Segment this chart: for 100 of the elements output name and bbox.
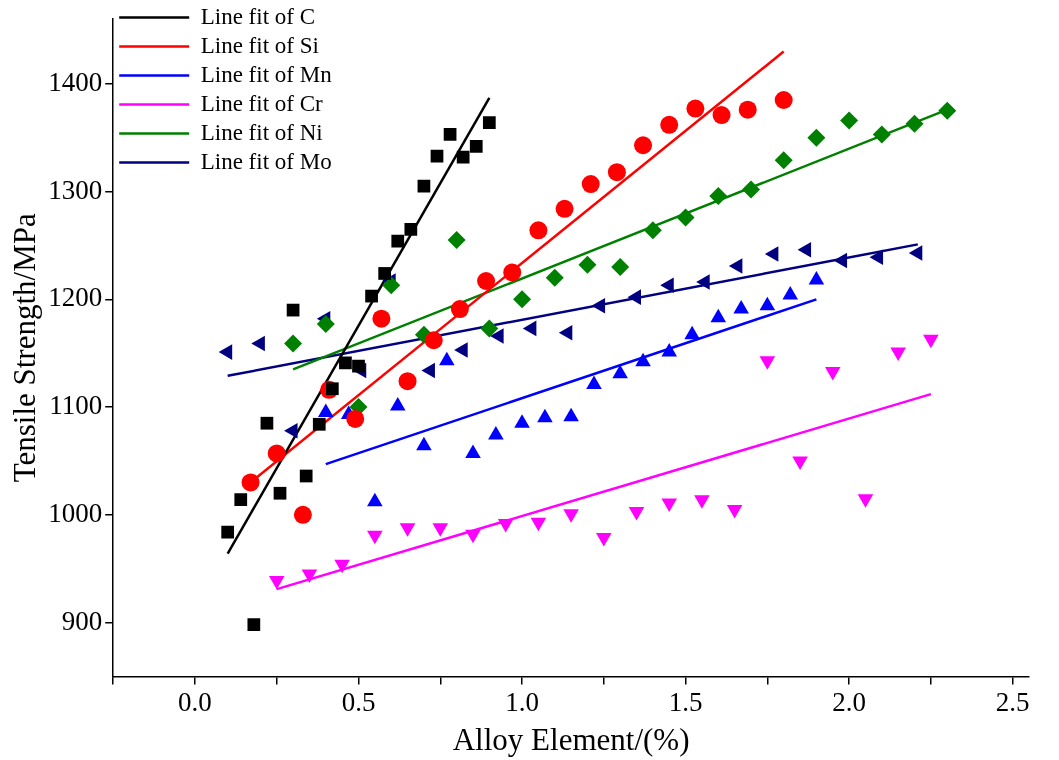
point: [712, 106, 731, 125]
point: [365, 289, 378, 303]
point: [398, 372, 417, 391]
point: [378, 267, 392, 280]
point: [840, 111, 859, 130]
point: [339, 356, 352, 370]
point: [346, 409, 365, 428]
point: [465, 529, 481, 544]
point: [792, 456, 808, 470]
point: [694, 495, 710, 509]
point: [399, 523, 416, 537]
point: [447, 231, 466, 250]
point: [555, 199, 574, 218]
x-tick-label: 0.0: [178, 686, 212, 717]
point: [273, 486, 287, 500]
point: [529, 221, 548, 240]
point: [824, 367, 841, 381]
point: [628, 507, 645, 521]
point: [660, 277, 674, 294]
point: [905, 114, 924, 133]
y-tick-label: 1300: [48, 174, 103, 205]
point: [726, 504, 743, 519]
point: [247, 618, 261, 632]
point: [480, 319, 499, 338]
point: [391, 234, 405, 248]
point: [833, 252, 848, 269]
point: [807, 128, 826, 147]
y-tick-label: 1100: [49, 390, 103, 421]
point: [443, 128, 457, 141]
x-tick-label: 2.5: [995, 686, 1030, 717]
point: [432, 523, 449, 537]
point: [417, 179, 431, 193]
point: [490, 328, 504, 344]
point: [611, 258, 630, 276]
point: [627, 289, 642, 305]
legend-label: Line fit of Cr: [200, 90, 324, 116]
point: [908, 245, 923, 261]
point: [241, 473, 260, 492]
legend-label: Line fit of Si: [200, 32, 319, 58]
point: [352, 359, 365, 373]
point: [372, 309, 391, 328]
point: [797, 241, 812, 258]
point: [456, 150, 470, 164]
y-tick-label: 1000: [48, 497, 103, 528]
legend-label: Line fit of Mn: [200, 61, 333, 87]
point: [563, 509, 579, 523]
legend-label: Line fit of Ni: [200, 119, 323, 145]
point: [774, 91, 793, 109]
point: [424, 331, 443, 350]
point: [268, 576, 285, 590]
point: [221, 525, 235, 539]
point: [477, 272, 496, 290]
y-axis-title: Tensile Strength/MPa: [6, 213, 42, 483]
point: [482, 116, 496, 129]
point: [234, 493, 248, 507]
point: [334, 559, 350, 574]
point: [634, 136, 653, 155]
point: [312, 417, 326, 431]
point: [513, 290, 532, 309]
x-tick-label: 1.5: [668, 686, 703, 717]
point: [696, 274, 710, 290]
point: [450, 300, 469, 319]
x-tick-label: 1.0: [505, 686, 539, 717]
point: [404, 222, 418, 236]
legend-label: Line fit of Mo: [200, 148, 332, 174]
point: [469, 139, 483, 153]
point: [738, 100, 757, 119]
point: [503, 263, 522, 282]
point: [686, 99, 705, 118]
x-tick-label: 2.0: [832, 686, 866, 717]
point: [578, 255, 597, 274]
point: [890, 347, 906, 362]
point: [293, 505, 312, 524]
y-tick-label: 1400: [48, 66, 103, 97]
y-tick-label: 900: [61, 605, 103, 636]
point: [367, 530, 383, 545]
point: [759, 356, 776, 370]
point: [284, 334, 303, 353]
point: [545, 268, 564, 287]
point: [591, 297, 606, 314]
x-axis-title: Alloy Element/(%): [452, 721, 690, 757]
point: [497, 518, 514, 533]
point: [581, 175, 600, 194]
point: [530, 517, 547, 532]
point: [938, 101, 957, 120]
point: [660, 115, 679, 134]
point: [774, 151, 793, 170]
legend-label: Line fit of C: [200, 3, 316, 29]
point: [857, 494, 874, 508]
point: [643, 221, 662, 240]
point: [596, 532, 612, 547]
point: [872, 125, 891, 144]
point: [607, 163, 626, 182]
point: [301, 569, 318, 584]
point: [267, 444, 286, 463]
point: [728, 258, 743, 274]
point: [869, 249, 884, 266]
point: [661, 498, 678, 512]
point: [764, 246, 779, 262]
point: [923, 334, 939, 349]
